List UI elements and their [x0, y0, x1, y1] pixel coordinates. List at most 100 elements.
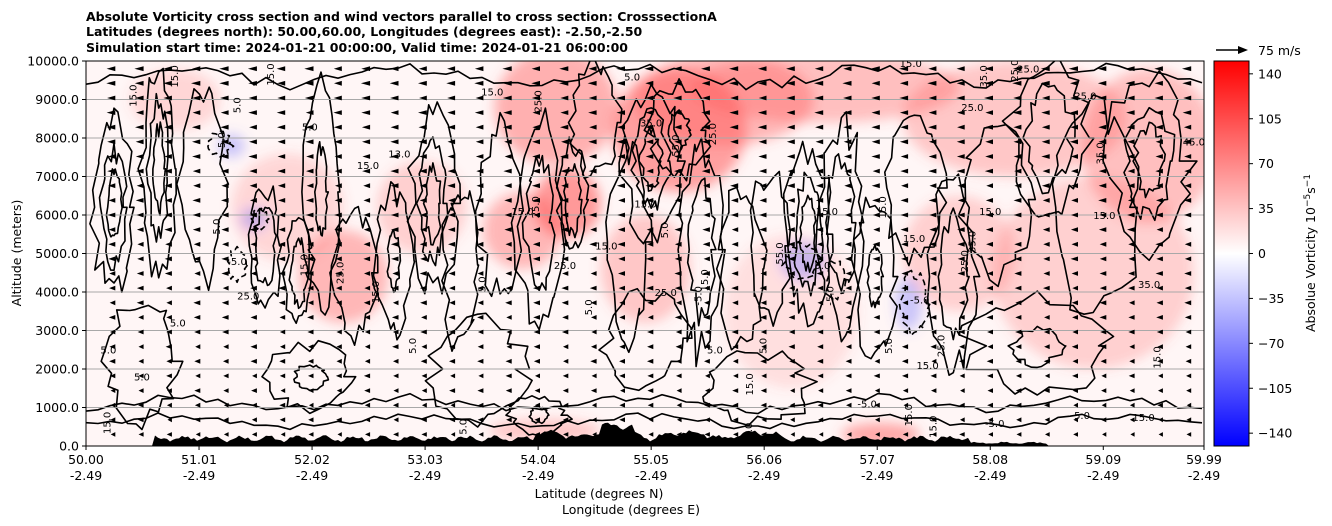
x-axis-label-longitude: Longitude (degrees E)	[562, 502, 700, 517]
wind-vector-arrow-icon	[1100, 417, 1107, 423]
contour-line	[314, 141, 330, 237]
wind-vector-arrow-icon	[193, 241, 201, 247]
wind-vector-arrow-icon	[1129, 417, 1135, 423]
wind-vector-arrow-icon	[562, 388, 569, 393]
wind-vector-arrow-icon	[588, 110, 597, 115]
contour-label: -5.0	[826, 286, 837, 306]
wind-vector-arrow-icon	[390, 110, 399, 115]
wind-vector-arrow-icon	[703, 315, 710, 320]
wind-vector-arrow-icon	[705, 373, 710, 379]
wind-vector-arrow-icon	[307, 315, 314, 320]
wind-vector-arrow-icon	[871, 80, 880, 86]
wind-vector-arrow-icon	[1015, 358, 1022, 364]
wind-vector-arrow-icon	[221, 139, 229, 145]
wind-vector-arrow-icon	[816, 183, 824, 189]
wind-vector-arrow-icon	[957, 198, 965, 203]
wind-vector-arrow-icon	[505, 373, 512, 379]
wind-vector-arrow-icon	[901, 271, 909, 276]
wind-vector-arrow-icon	[534, 388, 540, 393]
wind-vector-arrow-icon	[645, 124, 654, 130]
wind-vector-arrow-icon	[814, 95, 824, 101]
vorticity-shading	[231, 153, 344, 262]
wind-vector-arrow-icon	[1015, 402, 1022, 408]
wind-vector-arrow-icon	[1184, 168, 1192, 174]
wind-vector-arrow-icon	[987, 388, 993, 393]
wind-vector-arrow-icon	[1098, 183, 1107, 189]
x-tick-label-lat: 51.01	[181, 452, 217, 467]
wind-vector-arrow-icon	[931, 432, 937, 437]
wind-vector-arrow-icon	[787, 227, 795, 232]
wind-vector-arrow-icon	[704, 329, 710, 335]
wind-vector-arrow-icon	[307, 300, 314, 306]
wind-vector-arrow-icon	[845, 358, 852, 364]
wind-vector-arrow-icon	[336, 402, 342, 408]
wind-vector-arrow-icon	[901, 183, 909, 189]
wind-vector-arrow-icon	[1041, 110, 1050, 115]
wind-vector-arrow-icon	[336, 344, 342, 350]
wind-vector-arrow-icon	[930, 402, 937, 408]
wind-vector-arrow-icon	[474, 110, 484, 115]
contour-line	[815, 111, 865, 343]
wind-vector-arrow-icon	[760, 402, 767, 408]
wind-vector-arrow-icon	[1044, 315, 1050, 320]
contour-label: 15.0	[1093, 211, 1115, 222]
wind-vector-arrow-icon	[1043, 388, 1050, 393]
wind-vector-arrow-icon	[928, 154, 937, 159]
wind-vector-arrow-icon	[587, 80, 597, 86]
wind-vector-arrow-icon	[647, 344, 654, 350]
wind-vector-arrow-icon	[563, 358, 569, 364]
contour-label: 15.0	[816, 207, 838, 218]
wind-vector-arrow-icon	[1155, 241, 1163, 247]
wind-vector-arrow-icon	[845, 256, 852, 262]
wind-vector-arrow-icon	[1184, 212, 1192, 218]
wind-vector-arrow-icon	[221, 183, 229, 189]
wind-vector-arrow-icon	[1155, 183, 1163, 189]
wind-vector-arrow-icon	[786, 124, 795, 130]
wind-vector-arrow-icon	[364, 358, 371, 364]
wind-vector-arrow-icon	[1128, 329, 1135, 335]
x-tick-label-lon: -2.49	[296, 468, 328, 483]
wind-vector-arrow-icon	[786, 110, 795, 115]
wind-vector-arrow-icon	[192, 168, 201, 174]
wind-vector-arrow-icon	[134, 80, 144, 86]
wind-vector-arrow-icon	[815, 168, 824, 174]
wind-vector-arrow-icon	[619, 329, 625, 335]
wind-vector-arrow-icon	[1154, 80, 1163, 86]
wind-vector-arrow-icon	[249, 183, 257, 189]
wind-vector-arrow-icon	[419, 271, 427, 276]
wind-vector-arrow-icon	[901, 241, 909, 247]
wind-vector-arrow-icon	[195, 432, 201, 437]
wind-vector-arrow-icon	[562, 315, 569, 320]
contour-line	[415, 136, 449, 267]
wind-vector-arrow-icon	[900, 198, 909, 203]
wind-vector-arrow-icon	[503, 110, 512, 115]
contour-label: 5.0	[408, 338, 419, 354]
wind-vector-arrow-icon	[1072, 388, 1078, 393]
wind-vector-arrow-icon	[1158, 432, 1163, 437]
wind-vector-arrow-icon	[136, 227, 144, 232]
contour-label: 15.0	[979, 207, 1001, 218]
wind-vector-arrow-icon	[673, 110, 682, 115]
wind-vector-arrow-icon	[1072, 373, 1078, 379]
wind-vector-arrow-icon	[732, 256, 739, 262]
contour-line	[329, 205, 379, 346]
contour-line	[100, 304, 184, 431]
wind-vector-arrow-icon	[219, 80, 229, 86]
wind-vector-arrow-icon	[1128, 285, 1135, 291]
contour-label: 15.0	[700, 269, 711, 291]
wind-vector-arrow-icon	[336, 329, 342, 335]
wind-vector-arrow-icon	[393, 358, 399, 364]
wind-vector-arrow-icon	[1183, 95, 1192, 101]
wind-vector-arrow-icon	[845, 300, 852, 306]
wind-vector-arrow-icon	[475, 124, 484, 130]
contour-line	[98, 142, 128, 271]
wind-vector-arrow-icon	[930, 285, 937, 291]
wind-vector-arrow-icon	[334, 198, 342, 203]
wind-vector-arrow-icon	[873, 271, 880, 276]
vorticity-shading-negative	[895, 276, 922, 331]
wind-vector-arrow-icon	[560, 241, 569, 247]
wind-vector-arrow-icon	[1184, 285, 1192, 291]
contour-line	[826, 260, 847, 302]
wind-vector-arrow-icon	[590, 358, 597, 364]
wind-vector-arrow-icon	[815, 227, 824, 232]
